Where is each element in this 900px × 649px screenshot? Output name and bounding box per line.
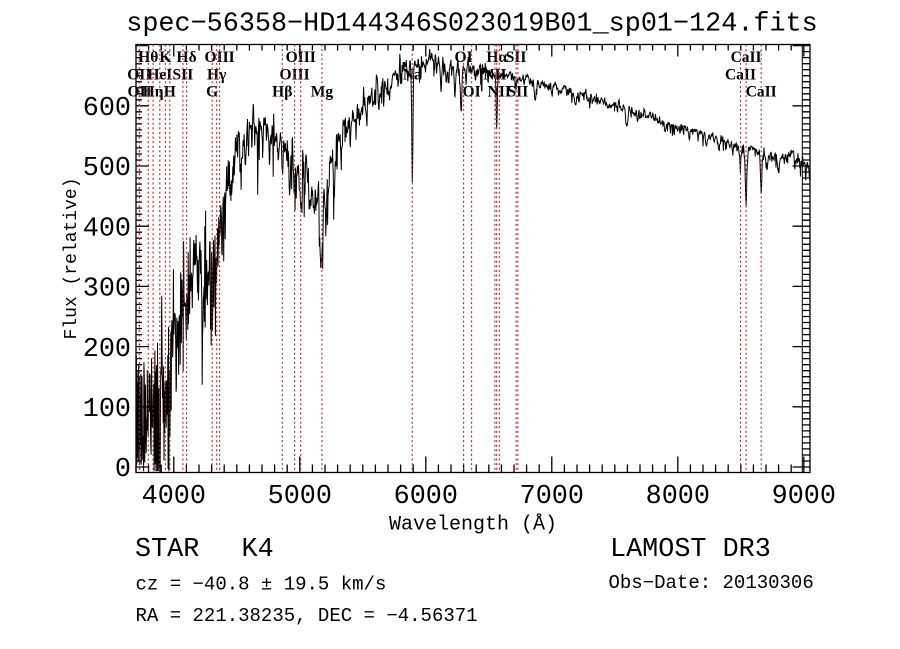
svg-text:600: 600 xyxy=(83,94,131,124)
svg-text:cz = −40.8 ± 19.5 km/s: cz = −40.8 ± 19.5 km/s xyxy=(136,574,387,596)
svg-text:HeI: HeI xyxy=(147,67,172,84)
svg-text:5000: 5000 xyxy=(268,482,332,512)
svg-text:OII: OII xyxy=(127,67,151,84)
svg-text:OIII: OIII xyxy=(205,49,235,66)
svg-text:200: 200 xyxy=(83,335,131,365)
svg-text:Wavelength (Å): Wavelength (Å) xyxy=(389,514,557,537)
svg-text:OIII: OIII xyxy=(286,49,316,66)
svg-text:CaII: CaII xyxy=(725,67,756,84)
svg-text:RA = 221.38235, DEC = −4.5637: RA = 221.38235, DEC = −4.56371 xyxy=(136,605,478,627)
svg-text:400: 400 xyxy=(83,214,131,244)
svg-text:STAR: STAR xyxy=(135,535,199,565)
svg-text:7000: 7000 xyxy=(520,482,584,512)
svg-text:300: 300 xyxy=(83,275,131,305)
svg-text:9000: 9000 xyxy=(772,482,836,512)
svg-text:K4: K4 xyxy=(242,535,274,565)
svg-text:8000: 8000 xyxy=(646,482,710,512)
svg-text:4000: 4000 xyxy=(142,482,206,512)
svg-text:Obs−Date: 20130306: Obs−Date: 20130306 xyxy=(609,572,814,594)
svg-text:CaII: CaII xyxy=(731,49,762,66)
svg-text:100: 100 xyxy=(83,395,131,425)
svg-text:0: 0 xyxy=(115,455,131,485)
svg-text:500: 500 xyxy=(83,154,131,184)
svg-text:SII: SII xyxy=(173,67,194,84)
svg-text:Flux (relative): Flux (relative) xyxy=(62,177,82,339)
svg-text:K: K xyxy=(159,49,171,66)
svg-text:OIII: OIII xyxy=(280,67,310,84)
svg-text:LAMOST DR3: LAMOST DR3 xyxy=(610,535,771,565)
svg-text:Hδ: Hδ xyxy=(177,49,197,66)
svg-text:Hγ: Hγ xyxy=(207,67,227,84)
svg-text:spec−56358−HD144346S023019B01_: spec−56358−HD144346S023019B01_sp01−124.f… xyxy=(126,10,817,40)
svg-text:Hθ: Hθ xyxy=(138,49,158,66)
svg-text:Hα: Hα xyxy=(486,49,507,66)
svg-text:SII: SII xyxy=(506,49,527,66)
svg-text:6000: 6000 xyxy=(394,482,458,512)
